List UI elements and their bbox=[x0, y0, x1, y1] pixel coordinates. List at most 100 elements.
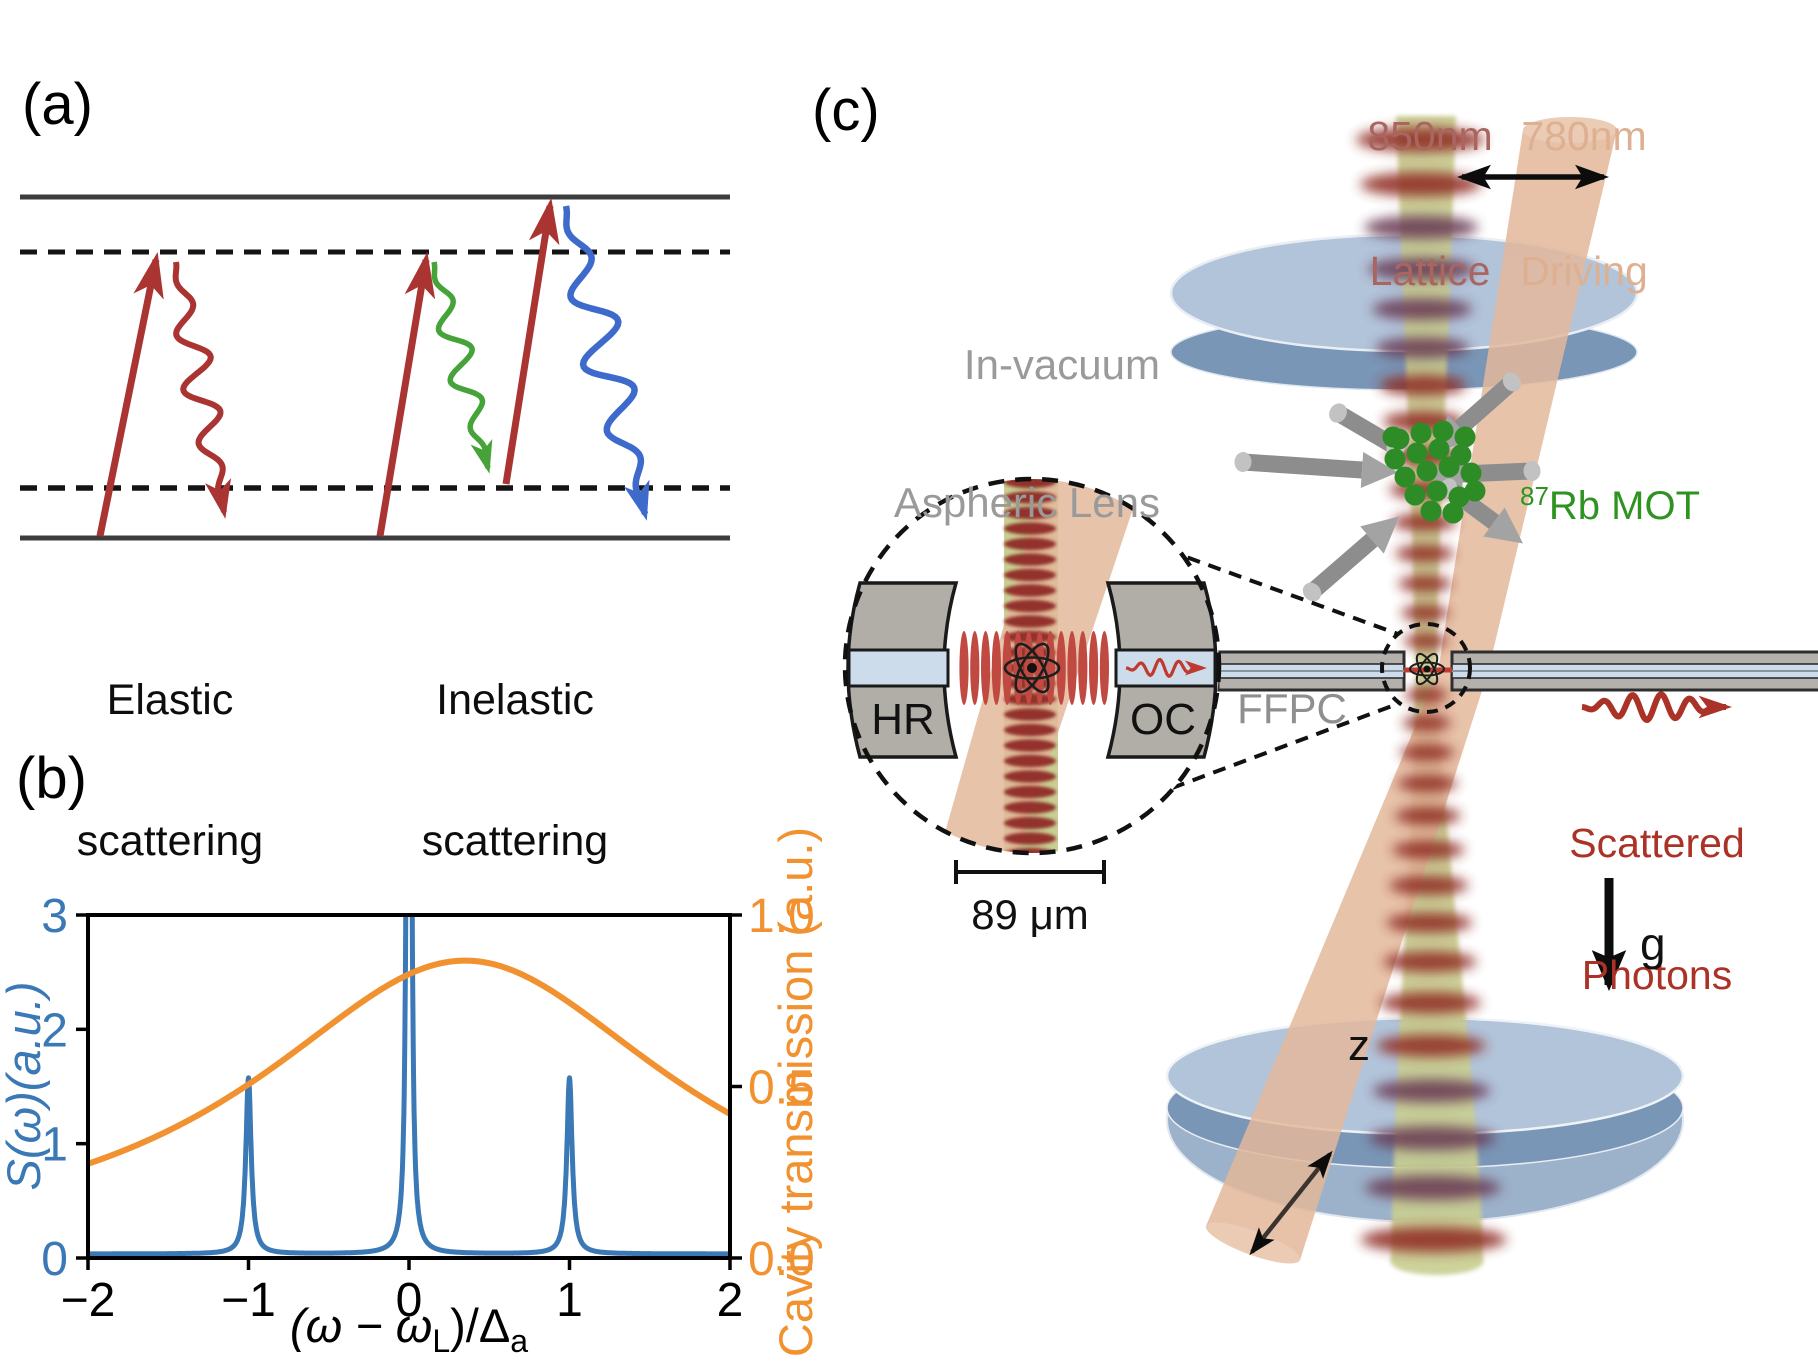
mot-beam-arrowhead bbox=[1360, 516, 1400, 554]
right-tick-label: 0.0 bbox=[748, 1233, 815, 1286]
mot-atom-dot bbox=[1420, 500, 1442, 522]
series-spectrum bbox=[88, 915, 730, 1257]
lattice-blob bbox=[1397, 774, 1458, 793]
rb-mot-label: 87Rb MOT bbox=[1520, 482, 1700, 528]
x-tick-label: 1 bbox=[556, 1274, 583, 1327]
hr-mirror bbox=[846, 581, 959, 759]
lattice-850nm-line2: Lattice bbox=[1369, 248, 1491, 294]
driving-780nm-line1: 780nm bbox=[1521, 113, 1647, 159]
lattice-blob bbox=[1389, 875, 1469, 896]
driving-780nm-label: 780nm Driving bbox=[1486, 24, 1682, 339]
left-tick-label: 2 bbox=[41, 1004, 68, 1057]
mot-beam-shaft bbox=[1306, 533, 1378, 599]
mot-beam-endcap bbox=[1234, 452, 1252, 472]
mot-atom-dot bbox=[1448, 486, 1470, 508]
standing-wave-antinode bbox=[1045, 631, 1055, 705]
left-tick-label: 3 bbox=[41, 890, 68, 943]
standing-wave-antinode bbox=[1078, 631, 1088, 705]
standing-wave-antinode bbox=[981, 631, 991, 705]
standing-wave-antinode bbox=[959, 631, 969, 705]
x-tick-label: −2 bbox=[61, 1274, 116, 1327]
ffpc-fiber-right bbox=[1450, 650, 1818, 692]
energy-level-diagram bbox=[20, 194, 730, 541]
panel-c-label: (c) bbox=[812, 78, 880, 143]
inset-lattice-blob bbox=[1004, 599, 1056, 613]
standing-wave-antinode bbox=[1002, 631, 1012, 705]
x-tick-label: 0 bbox=[396, 1274, 423, 1327]
inelastic-caption: Inelastic scattering bbox=[405, 583, 625, 912]
spectrum-chart: −2 −1 0 1 2 0 1 2 3 0.0 0.5 1.0 S(ω)(a.u.) Cavity t… bbox=[0, 827, 822, 1359]
inset-dashed-circle bbox=[842, 476, 1222, 856]
mot-atom-dot bbox=[1382, 426, 1404, 448]
inset-lattice-blob bbox=[1004, 816, 1056, 830]
lattice-blob bbox=[1368, 1126, 1496, 1151]
rb-mot-atom-cloud bbox=[1382, 420, 1486, 524]
standing-wave-antinode bbox=[991, 631, 1002, 705]
lattice-blob bbox=[1400, 743, 1454, 762]
mot-atom-dot bbox=[1438, 456, 1460, 478]
mot-beam-endcap bbox=[1523, 461, 1541, 481]
inelastic-green-wavy-arrow bbox=[431, 261, 493, 474]
inset-lattice-blob bbox=[1004, 615, 1056, 628]
mot-beam-endcap bbox=[1329, 403, 1347, 423]
lattice-blob bbox=[1372, 298, 1472, 321]
lattice-blob bbox=[1402, 714, 1451, 732]
elastic-caption-line1: Elastic bbox=[106, 676, 234, 724]
lattice-850nm-label: 850nm Lattice bbox=[1332, 24, 1528, 339]
inset-atom-icon bbox=[1003, 642, 1061, 694]
scale-bar-label: 89 μm bbox=[971, 891, 1089, 938]
mot-atom-dot bbox=[1410, 422, 1432, 444]
rb-mot-main: Rb MOT bbox=[1548, 484, 1701, 528]
mot-atom-dot bbox=[1464, 480, 1486, 502]
mot-atom-dot bbox=[1406, 442, 1428, 464]
scattered-photons-wavy-arrow bbox=[1581, 691, 1733, 723]
standing-wave-antinode bbox=[1035, 631, 1045, 705]
aspheric-lens-line1: In-vacuum bbox=[963, 341, 1160, 388]
lattice-blob bbox=[1386, 912, 1473, 933]
inset-lattice-blob bbox=[1004, 770, 1056, 783]
oc-mirror bbox=[1105, 581, 1218, 759]
aspheric-lens-line2: Aspheric Lens bbox=[893, 479, 1160, 526]
rb-mot-superscript: 87 bbox=[1520, 481, 1549, 511]
right-tick-label: 1.0 bbox=[748, 890, 815, 943]
panel-b-label: (b) bbox=[16, 746, 87, 811]
inelastic-caption-line2: scattering bbox=[421, 817, 609, 865]
experimental-setup-diagram bbox=[842, 116, 1818, 1275]
lattice-blob bbox=[1375, 337, 1470, 359]
inset-lattice-blob bbox=[1004, 506, 1056, 520]
mot-atom-dot bbox=[1394, 466, 1416, 488]
right-tick-label: 0.5 bbox=[748, 1062, 815, 1115]
lattice-blob bbox=[1395, 544, 1454, 563]
ffpc-label: FFPC bbox=[1237, 685, 1347, 732]
lattice-blob bbox=[1360, 1226, 1507, 1253]
x-tick-label: 2 bbox=[717, 1274, 744, 1327]
inelastic-pump-arrow-1 bbox=[376, 251, 436, 537]
chart-frame bbox=[86, 913, 732, 1260]
lattice-850nm-line1: 850nm bbox=[1367, 113, 1493, 159]
lattice-blob bbox=[1405, 686, 1448, 704]
mot-beam-arrowhead bbox=[1483, 507, 1523, 544]
mot-atom-dot bbox=[1442, 502, 1464, 524]
mot-atom-dot bbox=[1428, 438, 1450, 460]
inset-lattice-blob bbox=[1004, 754, 1056, 768]
mot-beam-shaft bbox=[1454, 375, 1518, 435]
standing-wave-antinode bbox=[1067, 631, 1077, 705]
inset-lattice-blob bbox=[1004, 568, 1056, 582]
panel-a-label: (a) bbox=[22, 72, 93, 137]
lattice-blob bbox=[1380, 992, 1481, 1014]
right-axis-label: Cavity transmission (a.u.) bbox=[769, 827, 822, 1357]
standing-wave-antinode bbox=[970, 631, 980, 705]
z-axis-label: z bbox=[1348, 1021, 1370, 1070]
elastic-caption-line2: scattering bbox=[76, 817, 264, 865]
guiding-796nm-label: 796nm Guiding bbox=[1337, 1296, 1537, 1372]
inset-lattice-blob bbox=[1004, 491, 1056, 504]
inset-lattice-blob bbox=[1004, 708, 1056, 721]
lattice-blob bbox=[1401, 604, 1450, 622]
mot-atom-dot bbox=[1432, 420, 1454, 442]
elastic-emission-wavy-arrow bbox=[172, 261, 232, 519]
inset-lattice-blob bbox=[1004, 801, 1056, 814]
lattice-blob bbox=[1395, 806, 1461, 826]
lattice-blob bbox=[1392, 840, 1465, 860]
inset-lattice-blob bbox=[1004, 785, 1056, 799]
